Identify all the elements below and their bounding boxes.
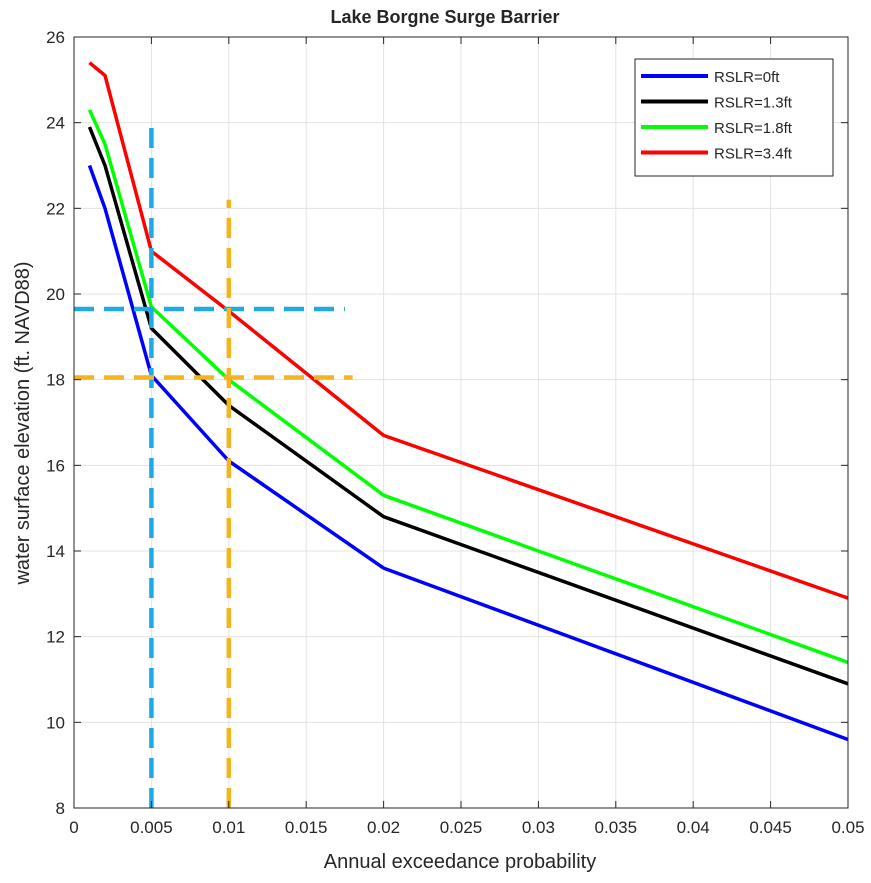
x-tick-label: 0.01 — [212, 818, 245, 837]
x-tick-label: 0.045 — [749, 818, 792, 837]
legend-entry-3: RSLR=1.8ft — [714, 120, 793, 137]
y-tick-label: 14 — [46, 542, 65, 561]
chart-title: Lake Borgne Surge Barrier — [330, 7, 559, 27]
y-tick-label: 26 — [46, 28, 65, 47]
legend-entry-1: RSLR=0ft — [714, 69, 780, 86]
x-tick-label: 0.05 — [831, 818, 864, 837]
x-tick-label: 0 — [69, 818, 78, 837]
legend-box — [634, 58, 834, 177]
y-tick-label: 12 — [46, 628, 65, 647]
y-tick-label: 20 — [46, 285, 65, 304]
series-line-3 — [87, 109, 849, 665]
y-tick-label: 8 — [56, 799, 65, 818]
legend-entry-2: RSLR=1.3ft — [714, 95, 793, 112]
x-tick-label: 0.03 — [522, 818, 555, 837]
y-tick-label: 16 — [46, 456, 65, 475]
x-tick-label: 0.005 — [130, 818, 173, 837]
x-tick-label: 0.02 — [367, 818, 400, 837]
reference-lines — [74, 122, 353, 808]
y-axis-label: water surface elevation (ft. NAVD88) — [12, 261, 34, 585]
x-tick-label: 0.035 — [595, 818, 638, 837]
y-tick-label: 24 — [46, 114, 65, 133]
series-line-4 — [88, 61, 849, 600]
x-tick-label: 0.04 — [677, 818, 710, 837]
x-tick-label: 0.025 — [440, 818, 483, 837]
legend: RSLR=0ft RSLR=1.3ft RSLR=1.8ft RSLR=3.4ft — [634, 58, 834, 177]
axis-ticks: 0 0.005 0.01 0.015 0.02 0.025 0.03 0.035 0.04 0.0… — [46, 28, 864, 837]
y-tick-label: 22 — [46, 199, 65, 218]
legend-entry-4: RSLR=3.4ft — [714, 146, 793, 163]
y-tick-label: 18 — [46, 371, 65, 390]
y-tick-label: 10 — [46, 713, 65, 732]
series-layer — [87, 61, 849, 742]
series-line-1 — [87, 164, 849, 742]
series-line-2 — [87, 126, 849, 686]
x-axis-label: Annual exceedance probability — [324, 851, 596, 873]
x-tick-label: 0.015 — [285, 818, 328, 837]
